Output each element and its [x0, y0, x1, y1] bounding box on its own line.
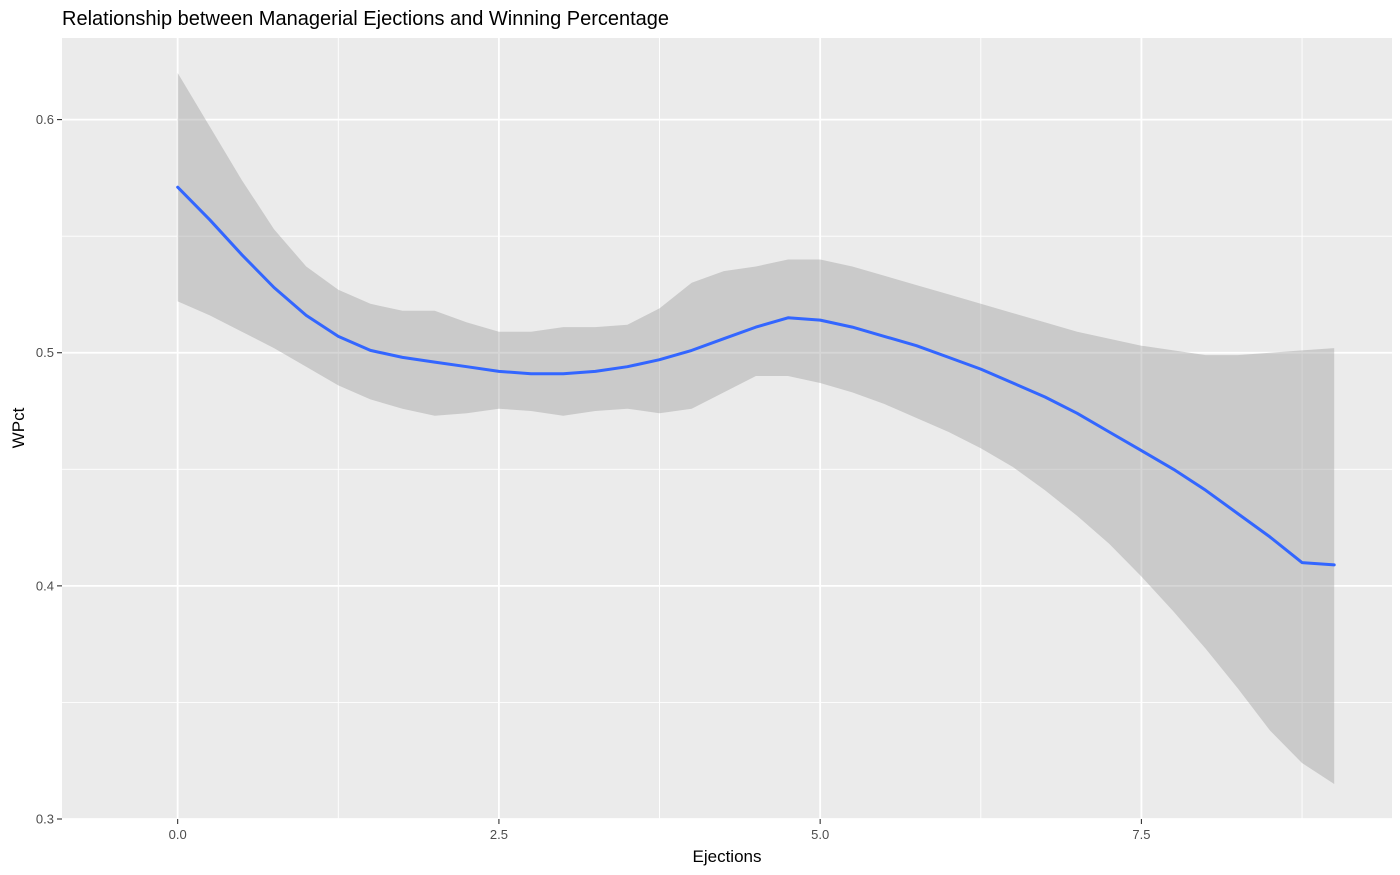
- smooth-fit-line: [176, 185, 1336, 567]
- chart-title: Relationship between Managerial Ejection…: [62, 8, 669, 30]
- major-gridlines: [62, 38, 1392, 820]
- x-axis: 0.0 2.5 5.0 7.5: [169, 819, 1150, 842]
- x-tick-label: 2.5: [490, 827, 508, 842]
- y-axis-title: WPct: [9, 407, 28, 448]
- x-tick-label: 5.0: [811, 827, 829, 842]
- line-layer: [176, 185, 1336, 567]
- x-tick-label: 0.0: [169, 827, 187, 842]
- plot-panel: [62, 38, 1392, 819]
- y-axis: 0.3 0.4 0.5 0.6: [36, 112, 62, 827]
- y-tick-label: 0.3: [36, 812, 54, 827]
- minor-gridlines: [62, 38, 1392, 819]
- x-tick-label: 7.5: [1132, 827, 1150, 842]
- y-tick-label: 0.5: [36, 345, 54, 360]
- x-axis-title: Ejections: [693, 847, 762, 866]
- y-tick-label: 0.6: [36, 112, 54, 127]
- y-tick-label: 0.4: [36, 578, 54, 593]
